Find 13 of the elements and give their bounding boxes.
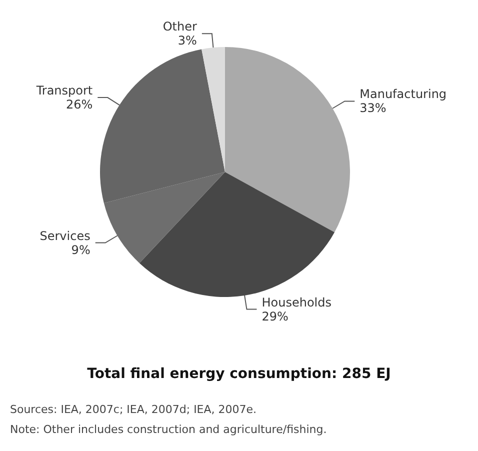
text: Total final energy consumption: 285 EJ [87, 366, 391, 382]
slice-label: Services [40, 228, 90, 243]
slice-label: Manufacturing [360, 87, 447, 102]
data-label: 33% [360, 101, 386, 116]
slice-label: Households [262, 295, 332, 310]
data-label: 9% [71, 242, 90, 257]
data-label: 29% [262, 309, 288, 324]
text: Note: Other includes construction and agriculture/fishing. [10, 423, 327, 436]
slice-label: Transport [35, 84, 93, 98]
data-label: 26% [66, 98, 93, 112]
source-note: Sources: IEA, 2007c; IEA, 2007d; IEA, 2007e. [10, 403, 257, 416]
data-label: 3% [178, 34, 197, 48]
slice-label: Other [162, 20, 197, 34]
